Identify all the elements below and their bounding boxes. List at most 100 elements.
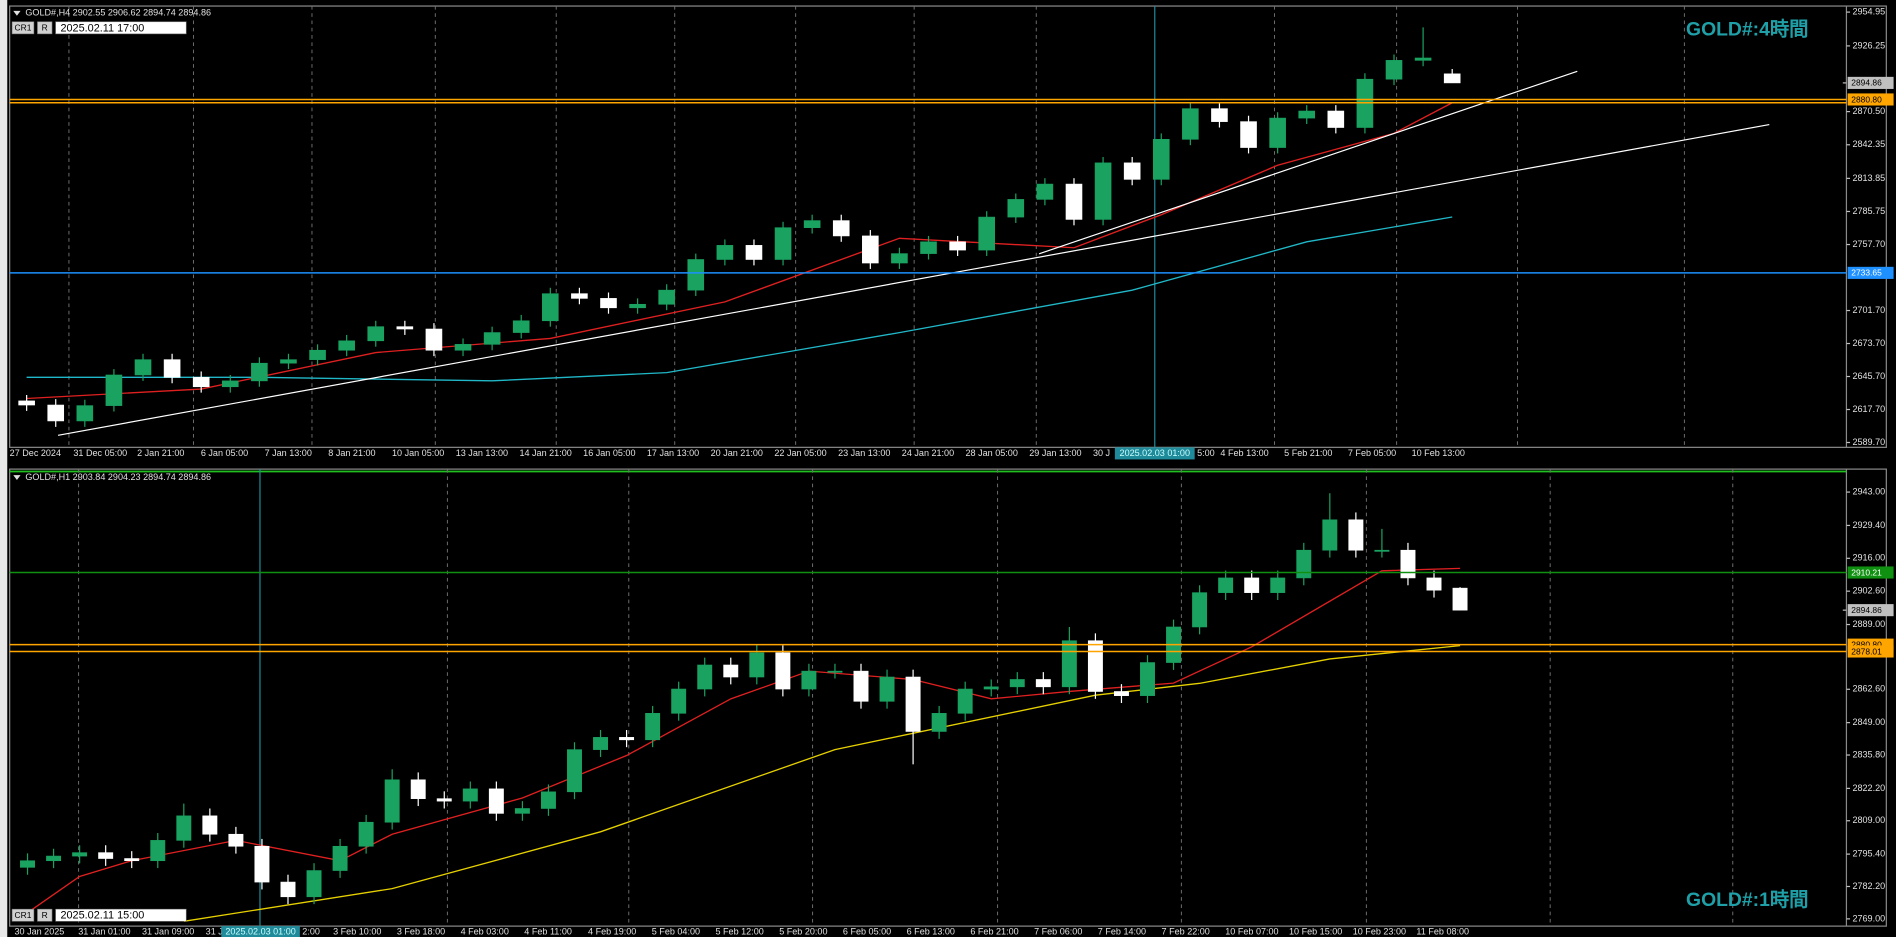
candle-body <box>202 815 218 835</box>
y-tick-label: 2849.00 <box>1852 717 1885 727</box>
candle-body <box>384 779 400 823</box>
candle-body <box>879 676 895 702</box>
candle-body <box>332 845 348 871</box>
crosshair-time-label: 2025.02.03 01:00 <box>1120 448 1190 458</box>
candle-body <box>47 404 65 422</box>
candle-body <box>1065 183 1083 220</box>
x-tick-label: 2 Jan 21:00 <box>137 448 184 458</box>
candle-body <box>774 227 792 260</box>
x-tick-label: 10 Feb 15:00 <box>1289 927 1342 937</box>
candle-body <box>1426 577 1442 591</box>
plot <box>20 469 1734 927</box>
window-edge <box>0 0 8 937</box>
timeframe-label: GOLD#:1時間 <box>1686 889 1808 911</box>
candle-body <box>671 688 687 714</box>
candle-body <box>801 670 817 690</box>
price-tag-label: 2880.80 <box>1851 94 1882 104</box>
header-arrow <box>13 10 21 16</box>
y-tick-label: 2673.70 <box>1852 338 1885 348</box>
candle-body <box>745 245 763 260</box>
candle-body <box>542 293 559 322</box>
x-tick-label: 8 Jan 21:00 <box>328 448 375 458</box>
info-text: CR1 <box>15 910 32 920</box>
candle-body <box>396 326 414 330</box>
candle-body <box>1400 549 1416 579</box>
x-tick-label: 3 Feb 10:00 <box>333 927 381 937</box>
panel-frame <box>9 468 1887 927</box>
info-box <box>37 908 53 922</box>
candle-body <box>20 860 35 868</box>
candle-body <box>254 845 270 883</box>
candle-body <box>1035 679 1051 688</box>
y-tick-label: 2929.40 <box>1852 520 1885 530</box>
trendline <box>57 123 1770 436</box>
plot <box>18 6 1770 448</box>
y-tick-label: 2842.35 <box>1852 139 1885 149</box>
x-tick-label: 10 Feb 23:00 <box>1353 927 1406 937</box>
y-tick-label: 2813.85 <box>1852 173 1885 183</box>
candle-body <box>72 852 88 857</box>
candle-body <box>1123 162 1141 180</box>
candle-body <box>827 670 843 673</box>
candle-body <box>1298 110 1316 119</box>
candle-body <box>567 749 582 793</box>
x-tick-label: 5 Feb 20:00 <box>779 927 827 937</box>
candle-body <box>957 688 973 714</box>
x-tick-label: 10 Feb 07:00 <box>1225 927 1278 937</box>
price-tag <box>1847 93 1894 106</box>
x-tick-label: 3 Feb 18:00 <box>397 927 445 937</box>
candle-body <box>658 289 675 305</box>
candle-body <box>1443 73 1461 84</box>
candle-body <box>1374 549 1390 552</box>
candle-body <box>949 241 966 251</box>
x-tick-label: 20 Jan 21:00 <box>711 448 763 458</box>
price-tag-label: 2733.65 <box>1851 268 1882 278</box>
x-tick-label: 5 Feb 04:00 <box>652 927 700 937</box>
candle-body <box>1192 592 1208 628</box>
candle-body <box>749 652 765 678</box>
candle-body <box>905 676 921 732</box>
price-tag <box>1847 645 1894 658</box>
x-tick-label: 30 J <box>1093 448 1110 458</box>
y-tick-label: 2701.70 <box>1852 305 1885 315</box>
y-tick-label: 2889.00 <box>1852 619 1885 629</box>
x-tick-label: 2:00 <box>302 927 320 937</box>
candle-body <box>600 298 617 309</box>
candle-body <box>862 235 879 264</box>
crosshair-time-box <box>221 926 300 937</box>
candle-body <box>105 374 123 406</box>
candle-body <box>163 359 181 378</box>
x-tick-label: 7 Feb 06:00 <box>1034 927 1082 937</box>
candle-body <box>1348 519 1364 551</box>
x-tick-label: 4 Feb 03:00 <box>461 927 509 937</box>
x-tick-label: 11 Feb 08:00 <box>1416 927 1469 937</box>
info-text: CR1 <box>15 23 32 33</box>
price-tag-label: 2910.21 <box>1851 567 1882 577</box>
candle-body <box>1218 577 1234 593</box>
candle-body <box>723 664 739 678</box>
candle-body <box>76 405 94 422</box>
candle-body <box>462 788 478 802</box>
candle-body <box>978 216 996 251</box>
chart-header: GOLD#,H1 2903.84 2904.23 2894.74 2894.86 <box>25 472 211 482</box>
candle-body <box>891 253 908 264</box>
y-tick-label: 2835.80 <box>1852 749 1885 759</box>
y-tick-label: 2782.20 <box>1852 881 1885 891</box>
crosshair-time-label: 2025.02.03 01:00 <box>225 927 295 937</box>
y-tick-label: 2926.25 <box>1852 40 1885 50</box>
candle-body <box>645 713 661 741</box>
x-tick-label: 6 Feb 05:00 <box>843 927 891 937</box>
candle-body <box>931 713 947 732</box>
y-tick-label: 2769.00 <box>1852 913 1885 923</box>
candle-body <box>124 858 140 862</box>
x-tick-label: 6 Jan 05:00 <box>201 448 248 458</box>
candle-body <box>367 326 385 342</box>
candle-body <box>228 833 244 847</box>
candle-body <box>134 359 152 376</box>
candle-body <box>176 815 192 841</box>
y-tick-label: 2589.70 <box>1852 437 1885 447</box>
candle-body <box>192 377 210 388</box>
candle-body <box>483 332 501 345</box>
candle-body <box>1182 108 1199 140</box>
